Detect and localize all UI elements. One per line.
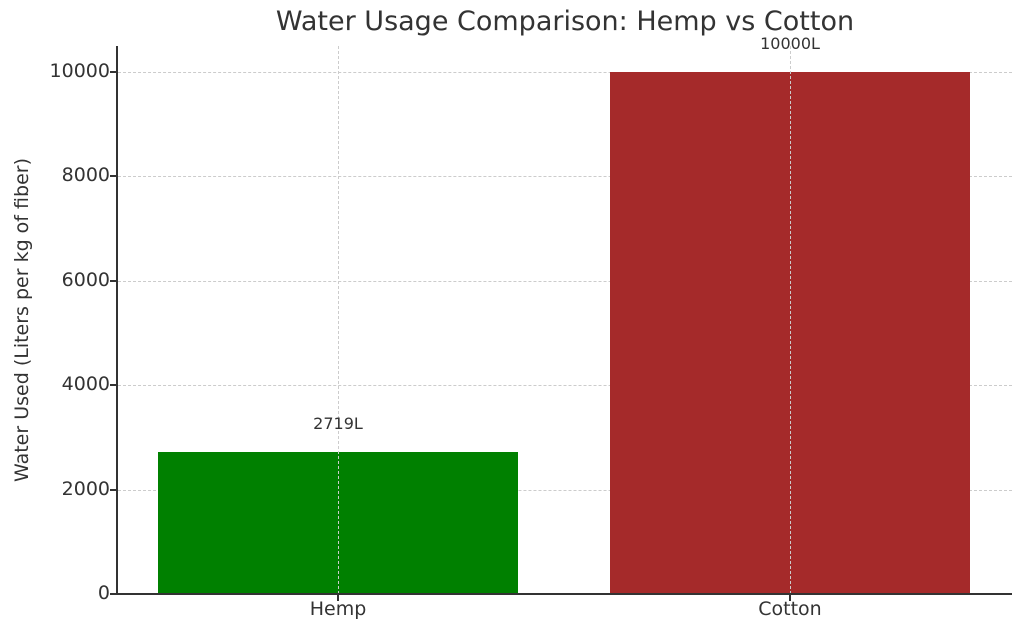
y-gridline bbox=[118, 176, 1012, 178]
chart-title: Water Usage Comparison: Hemp vs Cotton bbox=[275, 6, 855, 37]
x-tick-label: Cotton bbox=[758, 598, 822, 620]
x-tick-label: Hemp bbox=[309, 598, 367, 620]
y-gridline bbox=[118, 280, 1012, 282]
y-tick-label: 4000 bbox=[61, 373, 110, 396]
y-tick-label: 6000 bbox=[61, 268, 110, 291]
y-axis-title: Water Used (Liters per kg of fiber) bbox=[11, 158, 33, 482]
x-tick-mark bbox=[789, 595, 791, 601]
x-gridline bbox=[790, 46, 791, 594]
x-gridline bbox=[338, 46, 339, 594]
y-tick-mark bbox=[110, 384, 116, 387]
y-tick-label: 0 bbox=[97, 582, 110, 604]
y-tick-label: 2000 bbox=[61, 477, 110, 500]
y-tick-mark bbox=[110, 175, 116, 178]
y-tick-label: 8000 bbox=[61, 164, 110, 187]
y-gridline bbox=[118, 385, 1012, 387]
x-axis-spine bbox=[116, 593, 1012, 595]
y-tick-mark bbox=[110, 593, 116, 595]
y-tick-mark bbox=[110, 71, 116, 74]
y-gridline bbox=[118, 489, 1012, 491]
y-tick-label: 10000 bbox=[49, 60, 110, 83]
y-tick-mark bbox=[110, 488, 116, 491]
x-tick-mark bbox=[337, 595, 339, 601]
bar-value-label: 2719L bbox=[313, 414, 363, 434]
y-gridline bbox=[118, 72, 1012, 74]
y-tick-mark bbox=[110, 279, 116, 282]
y-axis-spine bbox=[116, 46, 118, 595]
bar-value-label: 10000L bbox=[760, 34, 820, 54]
